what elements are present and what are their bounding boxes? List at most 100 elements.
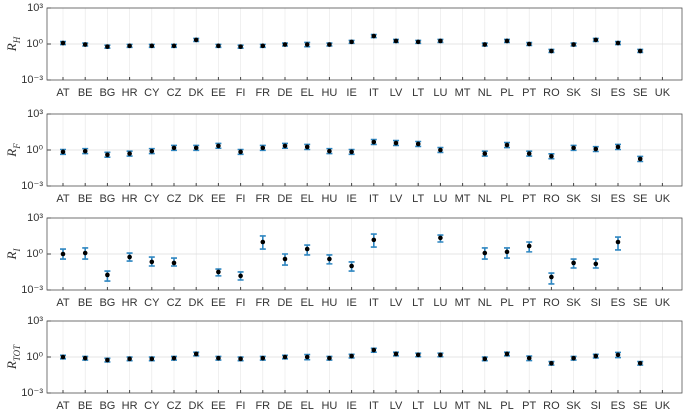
x-tick-label: RO (543, 400, 560, 412)
point (549, 153, 554, 159)
point (637, 360, 643, 366)
x-tick-label: NL (478, 400, 492, 412)
x-tick-label: RO (543, 193, 560, 205)
axes-box (46, 217, 683, 291)
x-tick-label: MT (455, 87, 471, 99)
x-tick-label: BG (99, 297, 115, 309)
point (82, 355, 88, 361)
point (149, 148, 155, 154)
point (304, 144, 310, 150)
point (571, 260, 576, 266)
point (238, 149, 243, 155)
x-tick-label: CZ (167, 400, 182, 412)
x-tick-label: LU (433, 400, 447, 412)
x-tick-label: IT (369, 193, 379, 205)
x-tick-label: EE (211, 193, 226, 205)
axes-box (46, 320, 683, 394)
point (504, 249, 510, 255)
x-tick-label: HU (321, 87, 337, 99)
point (193, 351, 199, 357)
x-tick-label: DE (277, 400, 292, 412)
point (615, 40, 621, 46)
x-tick-label: LT (412, 87, 424, 99)
x-tick-label: EL (300, 193, 313, 205)
x-tick-label: FI (236, 193, 246, 205)
point (171, 355, 177, 361)
point (105, 272, 110, 278)
point (60, 354, 66, 360)
x-tick-label: LT (412, 297, 424, 309)
point (127, 254, 132, 260)
x-tick-label: SE (633, 87, 648, 99)
x-tick-label: PL (500, 297, 513, 309)
point (593, 146, 599, 152)
point (260, 239, 266, 245)
point (482, 151, 488, 156)
x-tick-label: SE (633, 400, 648, 412)
x-tick-label: IE (346, 297, 356, 309)
y-tick-label: 10³ (27, 212, 43, 224)
point (304, 354, 310, 360)
point (371, 33, 377, 39)
x-tick-label: MT (455, 297, 471, 309)
point (82, 250, 88, 256)
x-tick-label: HU (321, 400, 337, 412)
x-tick-label: PT (522, 297, 536, 309)
y-tick-label: 10⁰ (26, 351, 43, 363)
point (393, 38, 399, 44)
x-tick-label: DE (277, 297, 292, 309)
point (238, 356, 243, 362)
point (260, 145, 266, 151)
x-tick-label: LT (412, 193, 424, 205)
y-label-base: R (4, 149, 19, 158)
x-tick-label: DE (277, 193, 292, 205)
point (282, 256, 288, 262)
y-tick-label: 10⁻³ (21, 387, 43, 399)
x-tick-label: IE (346, 193, 356, 205)
x-tick-label: DK (189, 400, 205, 412)
point (349, 149, 354, 155)
x-tick-label: IT (369, 87, 379, 99)
point (127, 43, 132, 49)
x-tick-label: ES (611, 87, 626, 99)
point (593, 261, 599, 267)
point (82, 42, 88, 47)
point (60, 40, 66, 46)
x-tick-label: MT (455, 193, 471, 205)
x-tick-label: AT (56, 297, 70, 309)
x-tick-label: UK (655, 400, 671, 412)
axes-box (46, 7, 683, 81)
x-tick-label: RO (543, 297, 560, 309)
x-tick-label: LU (433, 297, 447, 309)
x-tick-label: CY (144, 297, 160, 309)
x-tick-label: LV (390, 297, 403, 309)
x-tick-label: LU (433, 193, 447, 205)
point (82, 148, 88, 154)
x-tick-label: IE (346, 87, 356, 99)
point (438, 38, 443, 44)
point (149, 356, 155, 362)
x-tick-label: NL (478, 297, 492, 309)
point (549, 48, 554, 54)
x-tick-label: EL (300, 297, 313, 309)
point (238, 44, 243, 49)
x-tick-label: BG (99, 87, 115, 99)
x-tick-label: PT (522, 193, 536, 205)
point (504, 142, 510, 148)
x-tick-label: CZ (167, 297, 182, 309)
x-tick-label: SI (591, 297, 601, 309)
point (60, 251, 66, 257)
x-tick-label: LV (390, 87, 403, 99)
y-tick-label: 10⁰ (26, 38, 43, 50)
point (526, 151, 532, 156)
y-axis-label: RH (4, 36, 22, 52)
x-tick-label: EE (211, 87, 226, 99)
y-axis-label: RI (4, 248, 22, 261)
x-tick-label: LV (390, 193, 403, 205)
x-tick-label: DE (277, 87, 292, 99)
x-tick-label: SE (633, 297, 648, 309)
y-axis-label: RF (4, 143, 22, 158)
point (282, 354, 288, 360)
y-tick-label: 10⁰ (26, 248, 43, 260)
